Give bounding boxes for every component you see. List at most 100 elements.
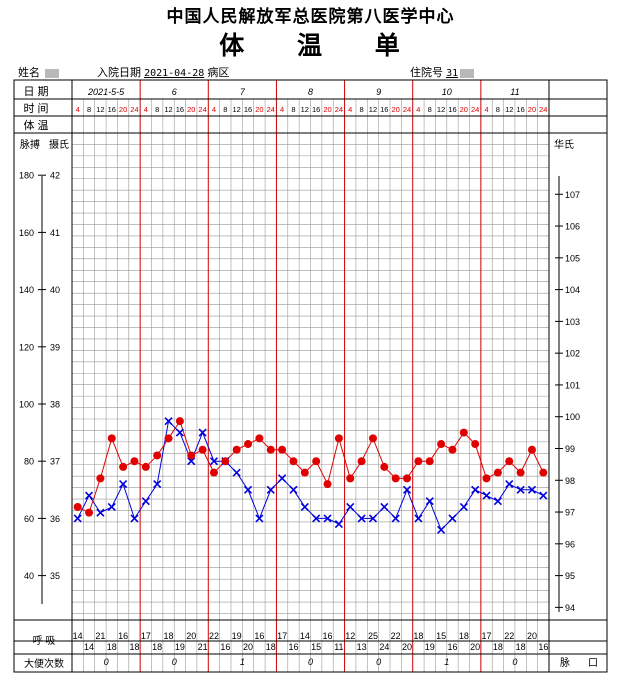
- temperature-point: [255, 434, 264, 443]
- pulse-point: [380, 502, 389, 512]
- temperature-point: [403, 474, 412, 483]
- time-row-label: 时 间: [23, 102, 48, 115]
- hour-label: 24: [471, 105, 479, 114]
- respiration-value: 18: [493, 642, 503, 652]
- respiration-value: 18: [107, 642, 117, 652]
- inpatient-no-label: 住院号: [410, 67, 443, 79]
- respiration-value: 16: [254, 631, 264, 641]
- hour-label: 20: [187, 105, 195, 114]
- respiration-value: 14: [73, 631, 83, 641]
- hospital-name: 中国人民解放军总医院第八医学中心: [166, 7, 455, 27]
- fahrenheit-scale-label: 99: [565, 444, 575, 454]
- respiration-value: 17: [277, 631, 287, 641]
- respiration-value: 15: [436, 631, 446, 641]
- hour-label: 20: [323, 105, 331, 114]
- temperature-point: [493, 468, 502, 477]
- respiration-value: 22: [504, 631, 514, 641]
- hour-label: 8: [496, 105, 500, 114]
- stool-value: 0: [376, 657, 381, 667]
- respiration-value: 16: [220, 642, 230, 652]
- hour-label: 20: [528, 105, 536, 114]
- table-frame: [13, 79, 608, 673]
- temperature-point: [130, 457, 139, 466]
- temperature-point: [334, 434, 343, 443]
- temperature-point: [198, 445, 207, 454]
- respiration-value: 12: [345, 631, 355, 641]
- stool-value: 1: [240, 657, 245, 667]
- hour-label: 24: [403, 105, 411, 114]
- temperature-point: [346, 474, 355, 483]
- pulse-scale-label: 100: [19, 400, 34, 410]
- document-title: 体 温 单: [219, 31, 422, 60]
- hour-label: 24: [130, 105, 138, 114]
- celsius-unit-label: 摄氏: [49, 138, 69, 151]
- pulse-point: [312, 514, 321, 523]
- pulse-point: [493, 497, 502, 506]
- day-label: 7: [240, 87, 246, 97]
- admit-date-label: 入院日期: [97, 67, 141, 79]
- stool-value: 1: [444, 657, 449, 667]
- pulse-point: [232, 468, 241, 477]
- pulse-scale-label: 160: [19, 228, 34, 238]
- pulse-scale-label: 40: [24, 571, 34, 581]
- respiration-value: 18: [129, 642, 139, 652]
- hour-label: 16: [244, 105, 252, 114]
- temperature-point: [244, 440, 253, 449]
- chart-series: [73, 417, 548, 534]
- temperature-point: [73, 502, 82, 511]
- stool-value: 0: [308, 657, 313, 667]
- respiration-value: 16: [288, 642, 298, 652]
- respiration-value: 18: [164, 631, 174, 641]
- pulse-point: [459, 502, 468, 512]
- pulse-point: [323, 514, 332, 523]
- respiration-value: 14: [84, 642, 94, 652]
- pulse-point: [448, 514, 457, 523]
- pulse-scale-label: 60: [24, 514, 34, 524]
- day-label: 10: [442, 87, 452, 97]
- hour-label: 12: [96, 105, 104, 114]
- fahrenheit-scale-label: 95: [565, 571, 575, 581]
- pulse-point: [175, 428, 184, 437]
- respiration-value: 18: [152, 642, 162, 652]
- pulse-scale-label: 80: [24, 457, 34, 467]
- hour-label: 8: [291, 105, 295, 114]
- pulse-unit-label: 脉搏: [20, 138, 40, 151]
- celsius-scale-label: 36: [50, 514, 60, 524]
- hour-label: 24: [198, 105, 206, 114]
- temperature-point: [289, 457, 298, 466]
- respiration-value: 11: [334, 642, 343, 652]
- hour-label: 20: [460, 105, 468, 114]
- fahrenheit-scale-label: 100: [565, 412, 580, 422]
- temperature-point: [414, 457, 423, 466]
- respiration-value: 21: [95, 631, 105, 641]
- stool-value: 0: [172, 657, 177, 667]
- fahrenheit-scale-label: 96: [565, 539, 575, 549]
- pulse-point: [187, 457, 196, 466]
- respiration-value: 18: [459, 631, 469, 641]
- hour-label: 8: [360, 105, 364, 114]
- pulse-point: [119, 480, 128, 489]
- respiration-value: 20: [402, 642, 412, 652]
- temperature-point: [437, 440, 446, 449]
- pulse-point: [209, 457, 219, 466]
- pulse-point: [368, 514, 378, 523]
- admit-date-value: 2021-04-28: [144, 68, 205, 79]
- respiration-value: 16: [118, 631, 128, 641]
- hour-label: 20: [119, 105, 127, 114]
- temperature-point: [380, 462, 389, 471]
- day-label: 9: [376, 87, 381, 97]
- fahrenheit-scale-label: 105: [565, 253, 580, 263]
- pulse-scale-label: 120: [19, 342, 34, 352]
- celsius-scale-label: 38: [50, 400, 60, 410]
- fahrenheit-scale-label: 107: [565, 190, 580, 200]
- inpatient-no-field: 住院号 31: [410, 64, 475, 80]
- celsius-scale-label: 40: [50, 285, 60, 295]
- celsius-scale-label: 41: [50, 228, 60, 238]
- pulse-point: [141, 497, 150, 506]
- pulse-footer-label: 脉: [560, 656, 570, 669]
- temperature-point: [505, 457, 514, 466]
- stool-value: 0: [104, 657, 109, 667]
- patient-name-field: 姓名: [18, 64, 60, 80]
- respiration-value: 20: [470, 642, 480, 652]
- respiration-value: 20: [186, 631, 196, 641]
